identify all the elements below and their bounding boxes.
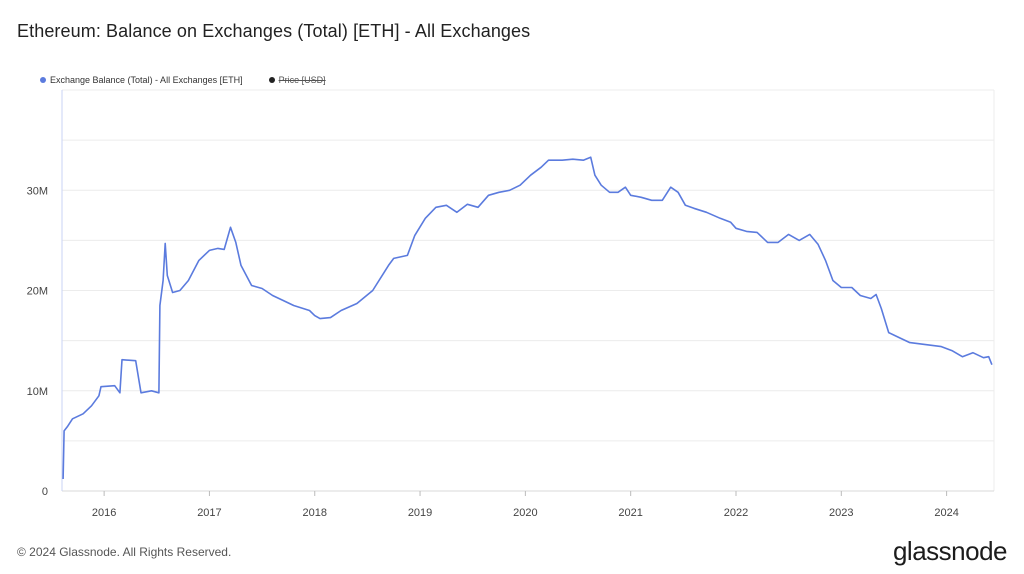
- x-tick-label: 2021: [618, 507, 642, 519]
- legend-dot-price: [268, 77, 275, 83]
- x-tick-label: 2018: [303, 507, 327, 519]
- x-tick-label: 2017: [197, 507, 221, 519]
- y-tick-label: 10M: [27, 386, 48, 398]
- legend-label-exchange-balance: Exchange Balance (Total) - All Exchanges…: [50, 75, 243, 85]
- series-line-exchange-balance: [62, 156, 993, 480]
- x-tick-label: 2020: [513, 507, 537, 519]
- x-tick-label: 2022: [724, 507, 748, 519]
- chart-series: [62, 156, 993, 480]
- y-tick-label: 30M: [27, 185, 48, 197]
- chart-title: Ethereum: Balance on Exchanges (Total) […: [17, 21, 531, 41]
- legend-item-exchange-balance[interactable]: Exchange Balance (Total) - All Exchanges…: [40, 75, 243, 85]
- copyright-text: © 2024 Glassnode. All Rights Reserved.: [17, 545, 232, 559]
- legend-dot-exchange-balance: [40, 77, 46, 83]
- chart-gridlines: [62, 89, 995, 491]
- y-tick-label: 20M: [27, 286, 48, 298]
- legend-label-price: Price [USD]: [278, 75, 326, 85]
- chart-axes: 0 10M 20M 30M 2016 2017 2018 2019 2020 2021 2022 20…: [27, 90, 994, 519]
- glassnode-logo: glassnode: [892, 536, 1008, 566]
- y-tick-label: 0: [42, 486, 48, 498]
- x-tick-label: 2019: [408, 507, 432, 519]
- x-tick-label: 2024: [934, 507, 958, 519]
- legend-item-price[interactable]: Price [USD]: [268, 75, 326, 85]
- x-tick-label: 2023: [829, 507, 853, 519]
- x-tick-label: 2016: [92, 507, 116, 519]
- chart-legend: Exchange Balance (Total) - All Exchanges…: [40, 75, 326, 85]
